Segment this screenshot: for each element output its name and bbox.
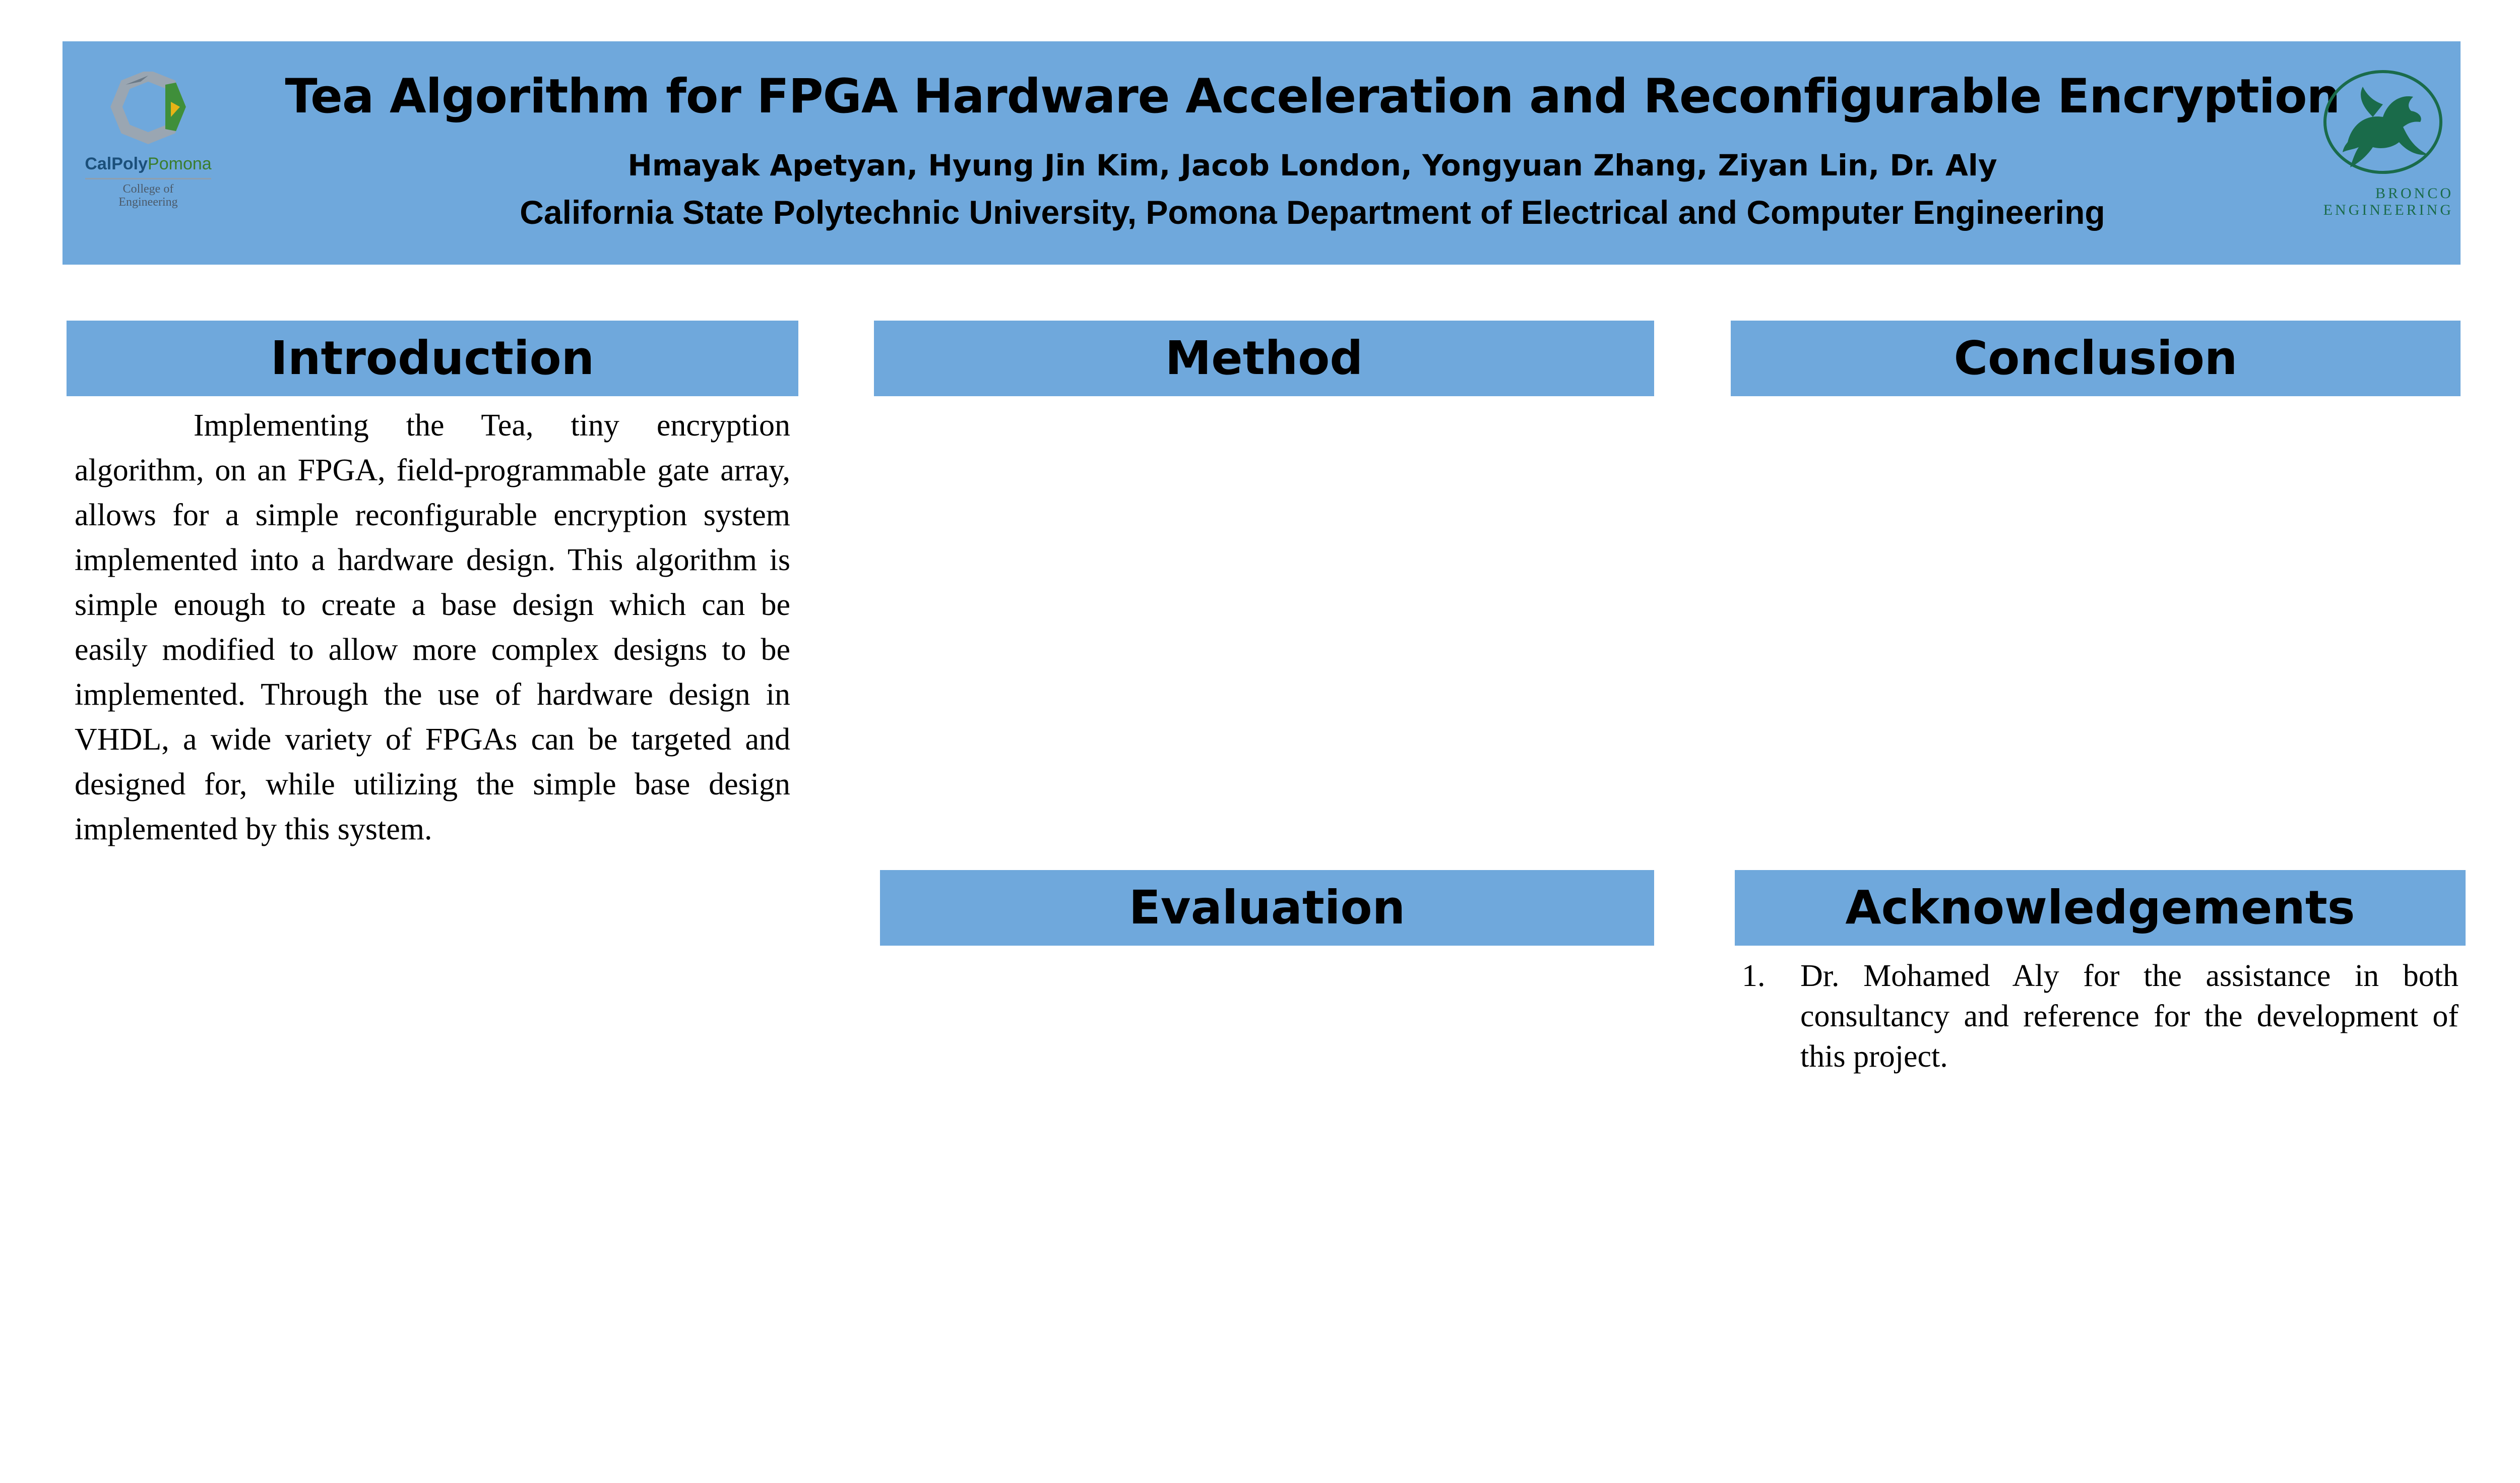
list-item-number: 1.	[1742, 959, 1766, 993]
calpoly-logo: CalPolyPomona College of Engineering	[83, 72, 214, 243]
conclusion-heading: Conclusion	[1731, 321, 2461, 396]
acknowledgements-list: 1. Dr. Mohamed Aly for the assistance in…	[1742, 956, 2459, 1077]
calpoly-octagon-icon	[110, 72, 186, 144]
college-line1: College of	[122, 182, 174, 196]
bronco-engineering-logo: BRONCO ENGINEERING	[2307, 67, 2453, 238]
method-heading: Method	[874, 321, 1654, 396]
list-item: 1. Dr. Mohamed Aly for the assistance in…	[1742, 956, 2459, 1077]
bronco-horse-icon	[2323, 70, 2442, 174]
list-item-text: Dr. Mohamed Aly for the assistance in bo…	[1800, 959, 2459, 1074]
poster-authors: Hmayak Apetyan, Hyung Jin Kim, Jacob Lon…	[627, 148, 1997, 182]
introduction-heading: Introduction	[67, 321, 798, 396]
bronco-line2: ENGINEERING	[2323, 202, 2453, 218]
header-banner: CalPolyPomona College of Engineering Tea…	[62, 41, 2461, 265]
logo-divider	[85, 178, 211, 179]
poster-title: Tea Algorithm for FPGA Hardware Accelera…	[285, 69, 2341, 124]
bronco-line1: BRONCO	[2375, 185, 2453, 202]
evaluation-heading: Evaluation	[880, 870, 1654, 946]
calpoly-name: CalPolyPomona	[85, 154, 212, 173]
college-line2: Engineering	[118, 196, 178, 209]
introduction-body: Implementing the Tea, tiny encryption al…	[75, 408, 790, 846]
acknowledgements-heading: Acknowledgements	[1735, 870, 2466, 946]
poster-affiliation: California State Polytechnic University,…	[520, 194, 2105, 231]
